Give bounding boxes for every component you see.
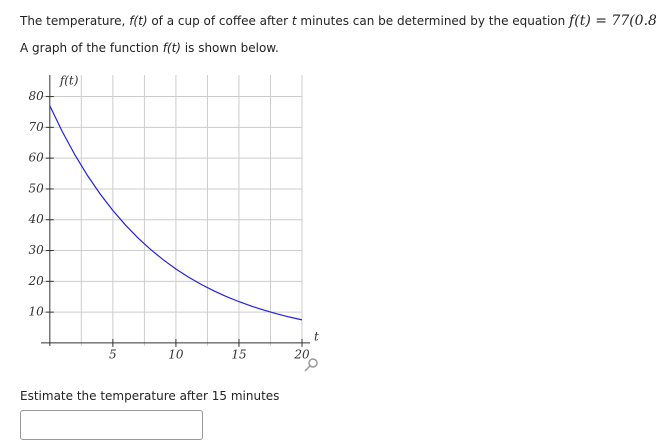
text: t	[291, 14, 297, 28]
x-tick-label: 5	[109, 347, 117, 361]
y-tick-label: 20	[28, 274, 45, 288]
text: of a cup of coffee after	[147, 14, 292, 28]
y-tick-label: 30	[29, 243, 45, 257]
x-tick-label: 15	[231, 347, 246, 361]
y-tick-label: 60	[29, 151, 45, 165]
y-tick-label: 40	[28, 212, 45, 226]
curve	[49, 105, 303, 321]
text: f(t)	[162, 41, 181, 55]
equation: f(t) = 77(0.89)	[569, 13, 656, 29]
prompt: Estimate the temperature after 15 minute…	[20, 389, 280, 403]
question-line: The temperature, f(t) of a cup of coffee…	[20, 8, 656, 29]
question-line: A graph of the function f(t) is shown be…	[20, 41, 279, 55]
y-axis-label: f(t)	[59, 74, 79, 88]
text: is shown below.	[180, 41, 279, 55]
x-tick-label: 10	[168, 347, 184, 361]
text: The temperature,	[20, 14, 130, 28]
answer-input[interactable]	[20, 410, 203, 440]
chart: 10 20 30 40 50 60 70 80 5 10 15 20 f(t) t	[28, 74, 319, 372]
y-tick-label: 80	[29, 89, 45, 103]
y-tick-label: 70	[29, 120, 45, 134]
x-tick-label: 20	[293, 347, 310, 361]
y-tick-label: 50	[29, 181, 45, 195]
text: minutes can be determined by the equatio…	[296, 14, 570, 28]
text: f(t)	[129, 14, 148, 28]
y-tick-label: 10	[29, 305, 45, 319]
magnifier-icon	[304, 358, 318, 372]
x-axis-label: t	[314, 329, 319, 343]
text: A graph of the function	[20, 41, 163, 55]
